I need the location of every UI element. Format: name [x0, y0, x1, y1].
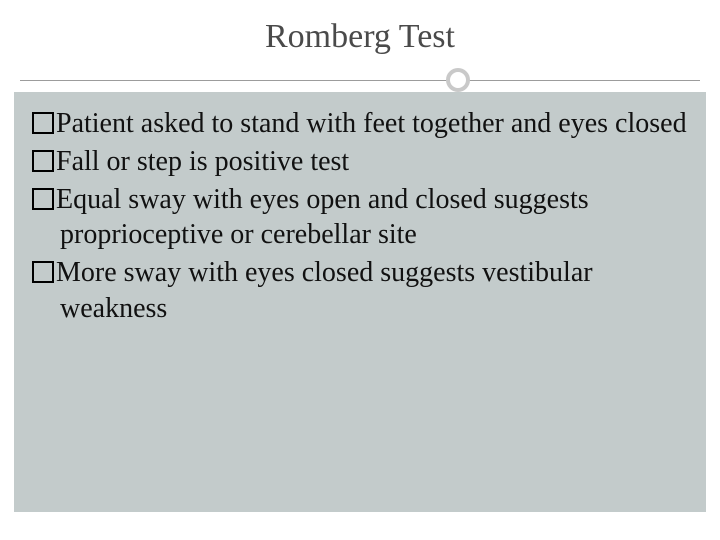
title-area: Romberg Test	[0, 0, 720, 66]
bullet-text: Patient asked to stand with feet togethe…	[56, 108, 687, 139]
bullet-text: Fall or step is positive test	[56, 146, 349, 177]
bullet-text: More sway with eyes closed suggests vest…	[56, 257, 593, 324]
list-item: Fall or step is positive test	[32, 144, 688, 180]
list-item: Equal sway with eyes open and closed sug…	[32, 182, 688, 254]
content-box: Patient asked to stand with feet togethe…	[14, 92, 706, 512]
square-bullet-icon	[32, 261, 54, 283]
divider-line	[20, 80, 700, 81]
square-bullet-icon	[32, 188, 54, 210]
list-item: Patient asked to stand with feet togethe…	[32, 106, 688, 142]
divider-circle-icon	[446, 68, 470, 92]
square-bullet-icon	[32, 150, 54, 172]
list-item: More sway with eyes closed suggests vest…	[32, 255, 688, 327]
square-bullet-icon	[32, 112, 54, 134]
bullet-text: Equal sway with eyes open and closed sug…	[56, 184, 589, 251]
slide-title: Romberg Test	[0, 18, 720, 56]
slide: Romberg Test Patient asked to stand with…	[0, 0, 720, 540]
